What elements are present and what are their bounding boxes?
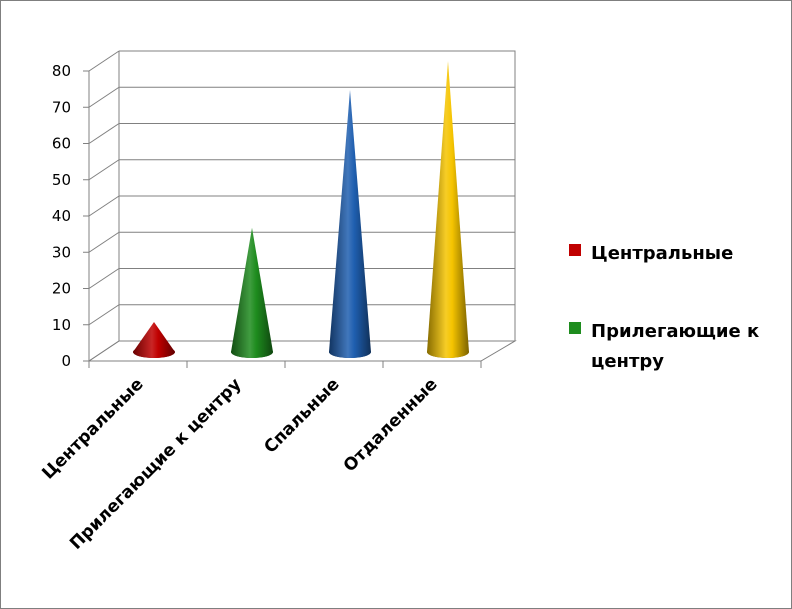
legend-label: Центральные	[591, 243, 733, 264]
gridline-side	[88, 195, 120, 217]
legend-swatch	[569, 244, 581, 256]
y-tick-label: 80	[52, 62, 71, 80]
legend-entry-2: Прилегающие к центру	[569, 321, 759, 372]
gridline-side	[88, 86, 120, 108]
cone-body	[231, 227, 273, 358]
y-tick-label: 40	[52, 207, 71, 225]
gridline-side	[88, 159, 120, 181]
axes	[88, 71, 482, 368]
legend-label: Прилегающие к	[591, 321, 759, 342]
cone-body	[427, 61, 469, 358]
x-category-label: Центральные	[38, 374, 147, 483]
gridline-side	[88, 340, 120, 362]
x-category-label: Спальные	[260, 374, 343, 457]
gridline-side	[88, 50, 120, 72]
y-tick-label: 50	[52, 171, 71, 189]
legend-label: центру	[591, 351, 664, 372]
cone-2	[231, 227, 273, 358]
y-tick-label: 70	[52, 98, 71, 116]
cone-3	[329, 90, 371, 358]
y-tick-label: 20	[52, 280, 71, 298]
gridline-side	[88, 231, 120, 253]
x-category-label: Прилегающие к центру	[66, 374, 245, 553]
x-category-label: Отдаленные	[340, 374, 442, 476]
gridline-side	[88, 123, 120, 144]
y-tick-label: 30	[52, 243, 71, 261]
y-tick-label: 60	[52, 135, 71, 153]
y-axis-ticks: 0 10 20 30 40 50 60 70 80	[52, 62, 89, 370]
legend-swatch	[569, 322, 581, 334]
cone-4	[427, 61, 469, 358]
gridline-side	[88, 304, 120, 326]
y-tick-label: 10	[52, 316, 71, 334]
cones	[133, 61, 469, 358]
cone-body	[133, 322, 175, 358]
legend: Центральные Прилегающие к центру	[569, 243, 759, 372]
gridline-side	[88, 268, 120, 289]
cone-1	[133, 322, 175, 358]
legend-entry-1: Центральные	[569, 243, 733, 264]
y-tick-label: 0	[61, 352, 71, 370]
cone-body	[329, 90, 371, 358]
